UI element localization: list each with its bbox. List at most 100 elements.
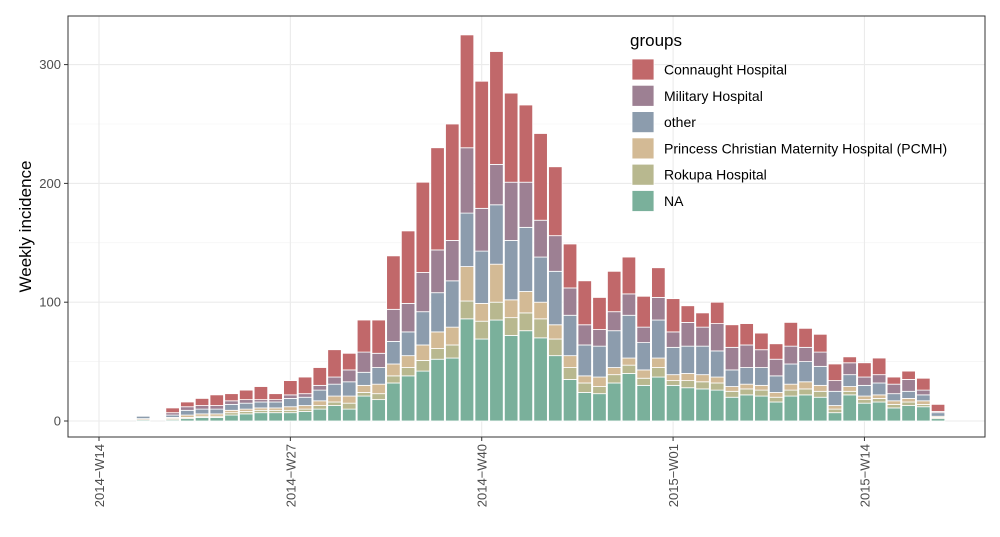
bar-segment (474, 302, 489, 322)
bar-segment (518, 104, 534, 183)
bar-segment (813, 390, 828, 398)
bar-segment (930, 412, 946, 417)
bar-segment (386, 255, 401, 310)
bar-segment (503, 335, 519, 422)
bar-segment (253, 401, 269, 409)
bar-segment (754, 349, 769, 368)
bar-segment (621, 357, 637, 366)
bar-segment (327, 401, 342, 406)
bar-segment (548, 270, 563, 326)
bar-segment (621, 314, 637, 359)
bar-segment (607, 270, 622, 313)
bar-segment (592, 393, 607, 422)
bar-segment (312, 405, 327, 410)
bar-segment (842, 386, 857, 392)
bar-segment (474, 207, 489, 252)
bar-segment (916, 400, 931, 405)
legend-key (631, 163, 655, 186)
bar-segment (312, 408, 327, 422)
bar-segment (445, 357, 460, 422)
bar-segment (400, 331, 416, 357)
bar-segment (327, 395, 342, 403)
bar-segment (680, 321, 695, 347)
bar-segment (224, 400, 239, 405)
bar-segment (430, 331, 445, 349)
bar-segment (607, 367, 622, 376)
bar-segment (651, 367, 666, 378)
bar-segment (400, 355, 416, 368)
bar-segment (739, 367, 754, 385)
bar-segment (724, 386, 740, 392)
bar-segment (754, 389, 769, 397)
bar-segment (459, 266, 475, 302)
bar-segment (680, 373, 695, 382)
bar-segment (754, 332, 769, 351)
bar-segment (827, 408, 843, 414)
bar-segment (710, 301, 725, 324)
bar-segment (680, 380, 695, 389)
bar-segment (562, 355, 578, 368)
bar-segment (503, 92, 519, 183)
bar-segment (194, 398, 210, 406)
bar-segment (592, 297, 607, 330)
bar-segment (445, 280, 460, 328)
bar-segment (695, 345, 710, 376)
bar-segment (621, 256, 637, 295)
bar-segment (621, 293, 637, 316)
bar-segment (651, 357, 666, 368)
bar-segment (636, 377, 651, 386)
bar-segment (916, 389, 931, 396)
bar-segment (930, 403, 946, 412)
bar-segment (194, 417, 210, 422)
bar-segment (489, 319, 504, 422)
bar-segment (459, 147, 475, 214)
bar-segment (871, 357, 887, 376)
bar-segment (371, 383, 386, 395)
bar-segment (180, 401, 195, 408)
bar-segment (768, 343, 784, 360)
bar-segment (342, 395, 357, 404)
bar-segment (283, 380, 298, 396)
bar-segment (783, 383, 799, 391)
bar-segment (165, 407, 180, 414)
bar-segment (886, 407, 902, 422)
bar-segment (342, 381, 357, 397)
bar-segment (327, 405, 342, 422)
x-tick-label: 2014−W40 (475, 444, 490, 507)
bar-segment (430, 249, 445, 294)
bar-segment (813, 351, 828, 367)
bar-segment (356, 319, 372, 353)
legend-label: Princess Christian Maternity Hospital (P… (664, 140, 947, 156)
bar-segment (562, 314, 578, 357)
bar-segment (342, 402, 357, 410)
bar-segment (665, 374, 681, 382)
bar-segment (415, 272, 431, 313)
bar-segment (209, 417, 224, 422)
bar-segment (680, 345, 695, 374)
bar-segment (209, 394, 224, 406)
bar-segment (400, 230, 416, 304)
bar-segment (813, 333, 828, 353)
bar-segment (400, 302, 416, 333)
bar-segment (371, 352, 386, 368)
legend-key (631, 137, 655, 160)
bar-segment (474, 250, 489, 304)
bar-segment (356, 384, 372, 393)
y-axis-title: Weekly incidence (16, 161, 35, 293)
bar-segment (459, 318, 475, 422)
bar-segment (430, 348, 445, 360)
bar-segment (857, 376, 872, 386)
bar-segment (871, 382, 887, 396)
bar-segment (842, 356, 857, 364)
bar-segment (827, 412, 843, 422)
bar-segment (548, 338, 563, 357)
bar-segment (665, 384, 681, 422)
bar-segment (695, 381, 710, 390)
x-tick-label: 2015−W01 (666, 444, 681, 507)
bar-segment (459, 300, 475, 320)
legend-key (631, 58, 655, 81)
bar-segment (607, 330, 622, 368)
bar-segment (901, 390, 916, 399)
bar-segment (180, 406, 195, 411)
